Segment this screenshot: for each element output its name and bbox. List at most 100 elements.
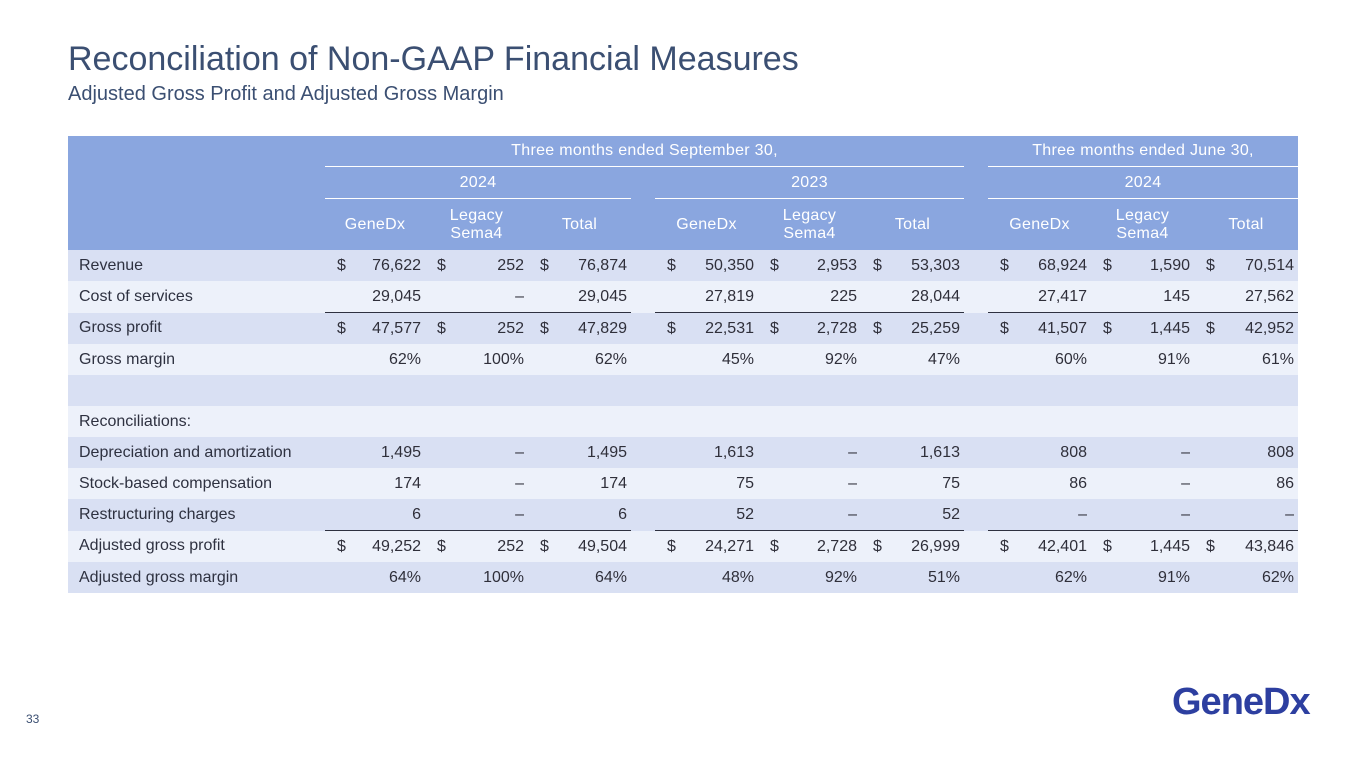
table-cell: 100% [425,562,528,593]
cell-value: 92% [824,350,857,368]
table-cell: $1,445 [1091,530,1194,562]
cell-value: 62% [1261,568,1294,586]
cell-value: 2,728 [816,537,857,555]
cell-value: 28,044 [911,287,960,305]
table-cell: $2,728 [758,312,861,344]
year-header-sep-2024: 2024 [325,166,631,199]
currency-symbol: $ [873,256,882,274]
cell-value: – [1181,505,1190,523]
column-gap [631,344,655,375]
table-cell [988,406,1091,437]
currency-symbol: $ [1000,537,1009,555]
page-subtitle: Adjusted Gross Profit and Adjusted Gross… [68,83,504,105]
cell-value: 91% [1157,568,1190,586]
col-header-legacy-sema4: Legacy Sema4 [1091,198,1194,250]
table-row: Stock-based compensation 174 – 174 75 – 75 86 – 8… [68,468,1298,499]
table-cell: 75 [655,468,758,499]
column-gap [964,344,988,375]
genedx-logo: GeneDx [1172,680,1324,726]
table-row: Gross profit $47,577 $252 $47,829 $22,531 $2,… [68,312,1298,344]
currency-symbol: $ [540,256,549,274]
table-row: Cost of services 29,045 – 29,045 27,819 225 28… [68,281,1298,313]
table-cell: 1,613 [861,437,964,468]
reconciliation-table: Three months ended September 30, Three m… [68,136,1298,593]
row-label [68,375,325,406]
currency-symbol: $ [437,537,446,555]
table-cell [988,375,1091,406]
table-cell: – [758,437,861,468]
table-cell: $2,953 [758,250,861,281]
currency-symbol: $ [873,319,882,337]
table-cell: $53,303 [861,250,964,281]
page-number: 33 [26,712,40,726]
table-cell: 29,045 [325,281,425,313]
table-cell: $26,999 [861,530,964,562]
currency-symbol: $ [1206,256,1215,274]
cell-value: 145 [1163,287,1190,305]
table-cell: 64% [528,562,631,593]
cell-value: 1,445 [1149,319,1190,337]
col-header-total: Total [1194,198,1298,250]
cell-value: 27,417 [1038,287,1087,305]
table-cell: 92% [758,344,861,375]
cell-value: 47,829 [578,319,627,337]
table-cell: 47% [861,344,964,375]
cell-value: 86 [1276,474,1294,492]
table-cell: $70,514 [1194,250,1298,281]
cell-value: 27,562 [1245,287,1294,305]
table-cell: 91% [1091,562,1194,593]
table-cell: $47,829 [528,312,631,344]
cell-value: 91% [1157,350,1190,368]
cell-value: 43,846 [1245,537,1294,555]
currency-symbol: $ [1103,319,1112,337]
column-gap [631,562,655,593]
table-cell: – [988,499,1091,531]
table-cell [325,406,425,437]
table-cell: $49,252 [325,530,425,562]
table-cell: 27,562 [1194,281,1298,313]
table-cell: $1,590 [1091,250,1194,281]
table-cell: 174 [325,468,425,499]
column-gap [964,530,988,562]
table-cell: 86 [988,468,1091,499]
column-gap [964,468,988,499]
currency-symbol: $ [1206,537,1215,555]
table-cell: $49,504 [528,530,631,562]
table-cell: 62% [988,562,1091,593]
column-gap [631,375,655,406]
cell-value: 68,924 [1038,256,1087,274]
cell-value: 70,514 [1245,256,1294,274]
cell-value: 62% [594,350,627,368]
currency-symbol: $ [540,319,549,337]
table-cell: 61% [1194,344,1298,375]
year-header-sep-2023: 2023 [655,166,964,199]
header-row-years: 2024 2023 2024 [68,166,1298,199]
table-cell [1194,406,1298,437]
table-cell: – [1091,468,1194,499]
column-gap [631,499,655,531]
col-header-total: Total [861,198,964,250]
cell-value: 1,613 [713,443,754,461]
row-label: Gross profit [68,312,325,344]
table-cell [425,375,528,406]
cell-value: 42,952 [1245,319,1294,337]
cell-value: 47,577 [372,319,421,337]
table-cell: $42,952 [1194,312,1298,344]
row-label: Depreciation and amortization [68,437,325,468]
table-cell: $1,445 [1091,312,1194,344]
cell-value: 252 [497,256,524,274]
table-cell: 45% [655,344,758,375]
cell-value: 6 [412,505,421,523]
table-cell [861,406,964,437]
table-cell [655,375,758,406]
cell-value: – [515,443,524,461]
table-cell [425,406,528,437]
table-cell: 808 [988,437,1091,468]
table-row [68,375,1298,406]
table-row: Depreciation and amortization 1,495 – 1,495… [68,437,1298,468]
table-cell [758,406,861,437]
header-row-columns: GeneDx Legacy Sema4 Total GeneDx Legacy … [68,198,1298,250]
cell-value: 52 [942,505,960,523]
table-cell: 48% [655,562,758,593]
header-blank [68,136,325,167]
